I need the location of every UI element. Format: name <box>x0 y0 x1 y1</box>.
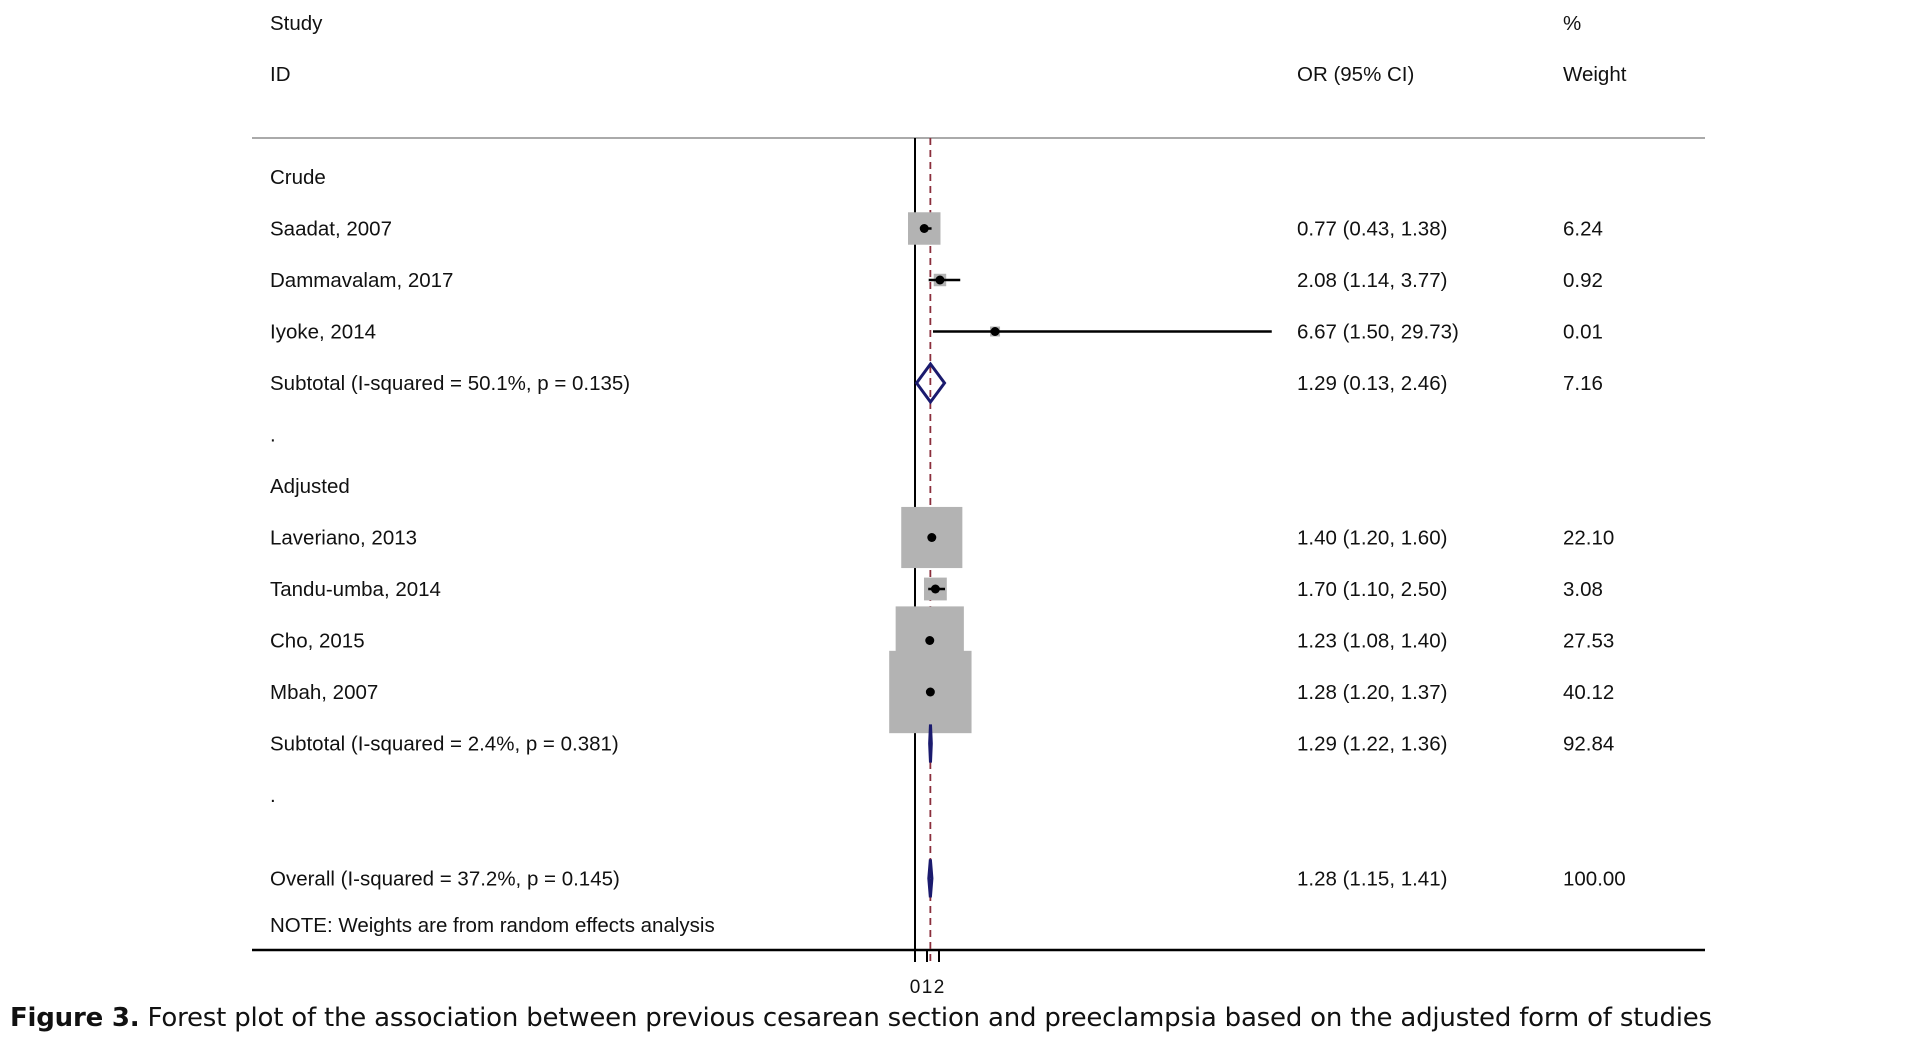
point-estimate <box>927 533 937 542</box>
pooled-diamond <box>914 361 947 405</box>
point-estimate <box>935 275 945 285</box>
point-estimate <box>990 327 1000 336</box>
x-tick-label: 0 <box>910 977 921 998</box>
overall-label: Overall (I-squared = 37.2%, p = 0.145) <box>270 867 620 890</box>
or-ci-value: 1.29 (1.22, 1.36) <box>1297 733 1447 756</box>
study-label: Tandu-umba, 2014 <box>270 578 441 601</box>
header-study: Study <box>270 12 323 35</box>
header-percent: % <box>1563 12 1581 35</box>
study-label: Laveriano, 2013 <box>270 527 417 550</box>
or-ci-value: 1.40 (1.20, 1.60) <box>1297 527 1447 550</box>
study-label: Dammavalam, 2017 <box>270 269 453 292</box>
study-label: Cho, 2015 <box>270 630 365 653</box>
header-or-ci: OR (95% CI) <box>1297 63 1414 86</box>
or-ci-value: 1.28 (1.15, 1.41) <box>1297 867 1447 890</box>
pooled-diamond <box>928 724 933 763</box>
weight-value: 0.92 <box>1563 269 1603 292</box>
or-ci-value: 6.67 (1.50, 29.73) <box>1297 321 1459 344</box>
weight-value: 100.00 <box>1563 867 1626 890</box>
weight-value: 0.01 <box>1563 321 1603 344</box>
point-estimate <box>925 687 935 697</box>
spacer-label: . <box>270 424 276 447</box>
group-label: Adjusted <box>270 475 350 498</box>
point-estimate <box>919 224 929 233</box>
or-ci-value: 1.28 (1.20, 1.37) <box>1297 681 1447 704</box>
group-label: Crude <box>270 166 326 189</box>
weights-note: NOTE: Weights are from random effects an… <box>270 914 715 937</box>
or-ci-value: 1.70 (1.10, 2.50) <box>1297 578 1447 601</box>
weight-value: 27.53 <box>1563 630 1614 653</box>
weight-value: 3.08 <box>1563 578 1603 601</box>
or-ci-value: 2.08 (1.14, 3.77) <box>1297 269 1447 292</box>
header-id: ID <box>270 63 291 86</box>
subtotal-label: Subtotal (I-squared = 2.4%, p = 0.381) <box>270 733 619 756</box>
weight-value: 22.10 <box>1563 527 1614 550</box>
or-ci-value: 0.77 (0.43, 1.38) <box>1297 218 1447 241</box>
caption-label: Figure 3. <box>10 1003 140 1033</box>
x-tick-label: 2 <box>934 977 945 998</box>
subtotal-label: Subtotal (I-squared = 50.1%, p = 0.135) <box>270 372 630 395</box>
header-weight: Weight <box>1563 63 1627 86</box>
study-label: Saadat, 2007 <box>270 218 392 241</box>
spacer-label: . <box>270 784 276 807</box>
figure-caption: Figure 3. Forest plot of the association… <box>10 1003 1712 1033</box>
point-estimate <box>930 584 940 594</box>
or-ci-value: 1.23 (1.08, 1.40) <box>1297 630 1447 653</box>
study-label: Iyoke, 2014 <box>270 321 376 344</box>
pooled-diamond <box>927 859 934 898</box>
study-label: Mbah, 2007 <box>270 681 378 704</box>
weight-value: 92.84 <box>1563 733 1614 756</box>
weight-value: 6.24 <box>1563 218 1603 241</box>
point-estimate <box>925 636 935 645</box>
weight-value: 7.16 <box>1563 372 1603 395</box>
weight-value: 40.12 <box>1563 681 1614 704</box>
x-tick-label: 1 <box>922 977 933 998</box>
or-ci-value: 1.29 (0.13, 2.46) <box>1297 372 1447 395</box>
caption-text: Forest plot of the association between p… <box>139 1003 1713 1033</box>
